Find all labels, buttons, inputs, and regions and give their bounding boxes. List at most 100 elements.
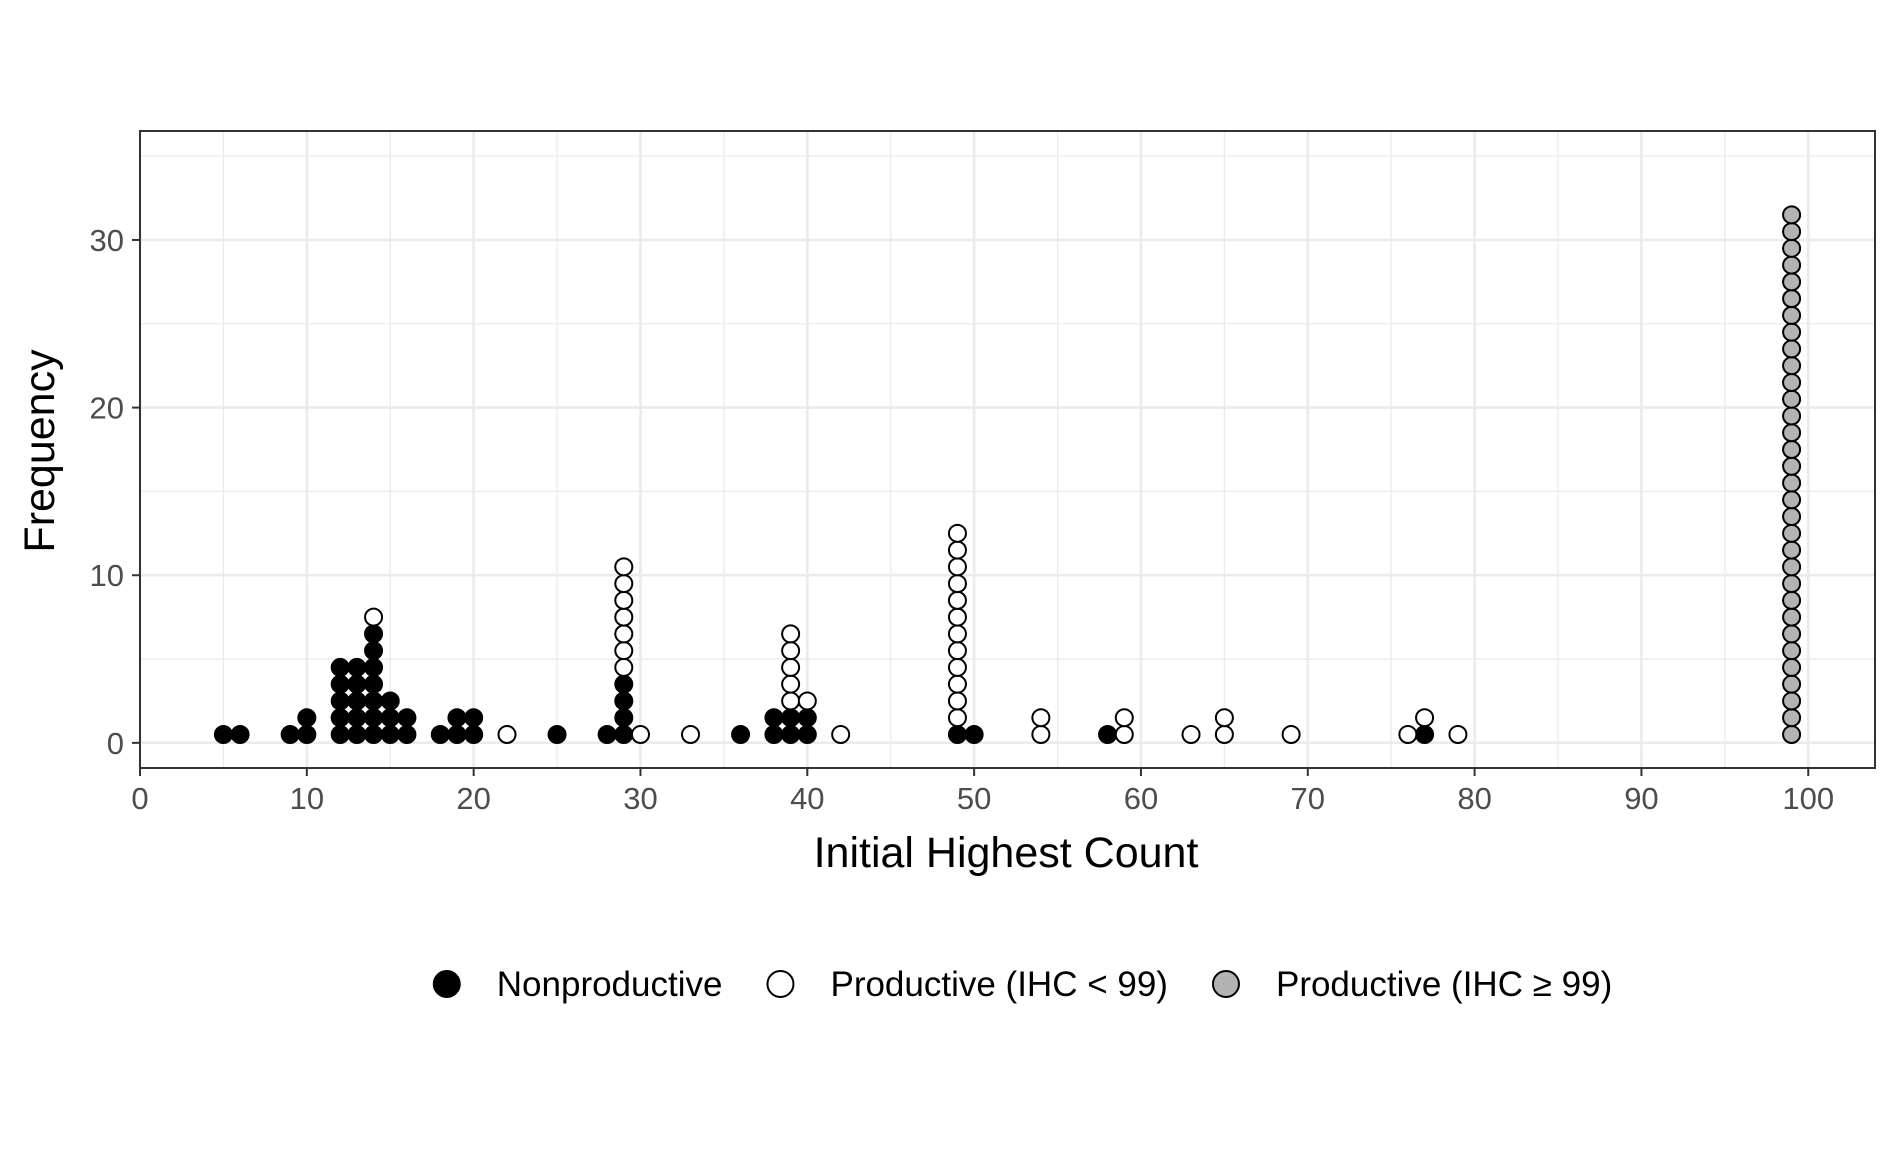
dot — [681, 724, 701, 744]
dot — [797, 724, 817, 744]
dot — [614, 657, 634, 677]
dot — [1782, 423, 1802, 443]
dot — [1181, 724, 1201, 744]
axes: 0 10 20 30 40 50 60 70 80 90 100 0 10 20 30 — [90, 223, 1835, 816]
dot — [1782, 574, 1802, 594]
dot — [447, 724, 467, 744]
dot — [1782, 557, 1802, 577]
dot — [447, 708, 467, 728]
dot — [781, 641, 801, 661]
x-tick-label: 30 — [623, 781, 657, 816]
dot — [547, 724, 567, 744]
legend: Nonproductive Productive (IHC < 99) Produc… — [432, 965, 1612, 1004]
dot — [1782, 607, 1802, 627]
dot — [947, 574, 967, 594]
dot — [1782, 272, 1802, 292]
dot — [330, 691, 350, 711]
dot — [1782, 205, 1802, 225]
dot — [630, 724, 650, 744]
dot — [297, 708, 317, 728]
x-axis-title: Initial Highest Count — [814, 829, 1199, 877]
dot — [1782, 590, 1802, 610]
legend-label: Productive (IHC ≥ 99) — [1276, 965, 1612, 1004]
dot — [1782, 222, 1802, 242]
dot — [213, 724, 233, 744]
dot — [781, 708, 801, 728]
dot — [947, 657, 967, 677]
dot — [781, 657, 801, 677]
y-tick-label: 0 — [107, 726, 124, 761]
y-tick-label: 30 — [90, 223, 124, 258]
dots — [213, 205, 1802, 744]
dot — [230, 724, 250, 744]
dot — [1782, 724, 1802, 744]
dot — [764, 724, 784, 744]
dot — [1114, 708, 1134, 728]
dot — [347, 724, 367, 744]
dot — [1782, 490, 1802, 510]
dot — [831, 724, 851, 744]
dot — [1782, 440, 1802, 459]
dot — [330, 708, 350, 728]
dot — [1782, 305, 1802, 325]
dot — [1782, 708, 1802, 728]
dot — [330, 724, 350, 744]
dot — [397, 708, 417, 728]
x-tick-label: 40 — [790, 781, 824, 816]
dot — [1782, 238, 1802, 258]
x-tick-label: 80 — [1457, 781, 1491, 816]
y-axis-title: Frequency — [16, 349, 64, 553]
y-tick-label: 20 — [90, 391, 124, 426]
dot — [614, 641, 634, 661]
dot — [964, 724, 984, 744]
dot — [430, 724, 450, 744]
dot — [614, 691, 634, 711]
dot — [397, 724, 417, 744]
dot — [947, 641, 967, 661]
dot — [464, 708, 484, 728]
legend-key — [766, 970, 795, 998]
dot — [1782, 691, 1802, 711]
dot — [364, 674, 384, 694]
dot — [614, 724, 634, 744]
dot — [614, 607, 634, 627]
dot — [347, 657, 367, 677]
dot — [1782, 540, 1802, 560]
dot — [947, 624, 967, 644]
dot — [947, 590, 967, 610]
x-tick-label: 10 — [290, 781, 324, 816]
dot — [364, 657, 384, 677]
legend-label: Productive (IHC < 99) — [830, 965, 1168, 1004]
dot — [464, 724, 484, 744]
legend-label: Nonproductive — [497, 965, 723, 1004]
dot — [1031, 724, 1051, 744]
dot — [364, 724, 384, 744]
dot — [1782, 507, 1802, 527]
dot — [614, 674, 634, 694]
dot — [731, 724, 751, 744]
dot — [764, 708, 784, 728]
x-tick-label: 100 — [1782, 781, 1834, 816]
dot — [1782, 289, 1802, 309]
dot — [614, 624, 634, 644]
dot — [330, 674, 350, 694]
dot — [781, 624, 801, 644]
dot — [947, 724, 967, 744]
dot — [797, 708, 817, 728]
dot — [1398, 724, 1418, 744]
dot — [1415, 724, 1435, 744]
dot — [1114, 724, 1134, 744]
dot — [1031, 708, 1051, 728]
dot — [1214, 724, 1234, 744]
dot — [597, 724, 617, 744]
dot — [1782, 674, 1802, 694]
dot — [347, 691, 367, 711]
dot — [1415, 708, 1435, 728]
dot — [1782, 641, 1802, 661]
dot — [947, 708, 967, 728]
dot — [1782, 389, 1802, 409]
dot — [497, 724, 517, 744]
dot — [781, 674, 801, 694]
x-tick-label: 60 — [1124, 781, 1158, 816]
legend-key — [1211, 970, 1240, 998]
